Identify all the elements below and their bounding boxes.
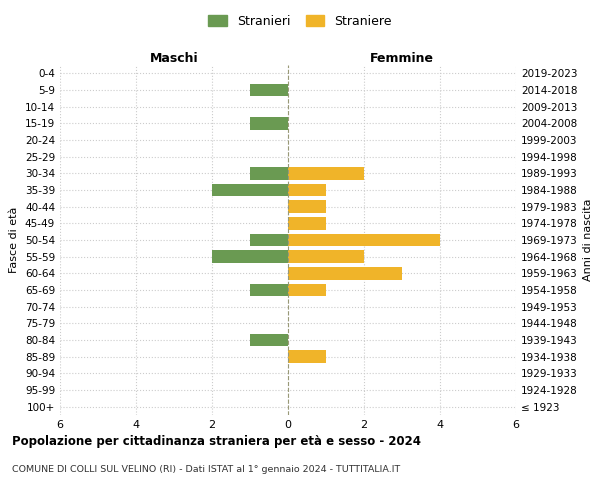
Bar (288, 200, 326, 213)
Text: Popolazione per cittadinanza straniera per età e sesso - 2024: Popolazione per cittadinanza straniera p… (12, 435, 421, 448)
Bar (288, 167, 364, 179)
Bar (288, 250, 364, 263)
Legend: Stranieri, Straniere: Stranieri, Straniere (205, 11, 395, 32)
Bar (288, 217, 326, 230)
Bar (212, 184, 288, 196)
Bar (288, 234, 440, 246)
Bar (250, 334, 288, 346)
Bar (288, 184, 326, 196)
Bar (288, 284, 326, 296)
Y-axis label: Anni di nascita: Anni di nascita (583, 198, 593, 281)
Text: COMUNE DI COLLI SUL VELINO (RI) - Dati ISTAT al 1° gennaio 2024 - TUTTITALIA.IT: COMUNE DI COLLI SUL VELINO (RI) - Dati I… (12, 465, 400, 474)
Bar (288, 267, 402, 280)
Bar (250, 84, 288, 96)
Bar (250, 284, 288, 296)
Bar (288, 350, 326, 363)
Bar (212, 250, 288, 263)
Bar (250, 234, 288, 246)
Text: Maschi: Maschi (149, 52, 199, 65)
Y-axis label: Fasce di età: Fasce di età (10, 207, 19, 273)
Bar (250, 167, 288, 179)
Bar (250, 117, 288, 130)
Text: Femmine: Femmine (370, 52, 434, 65)
